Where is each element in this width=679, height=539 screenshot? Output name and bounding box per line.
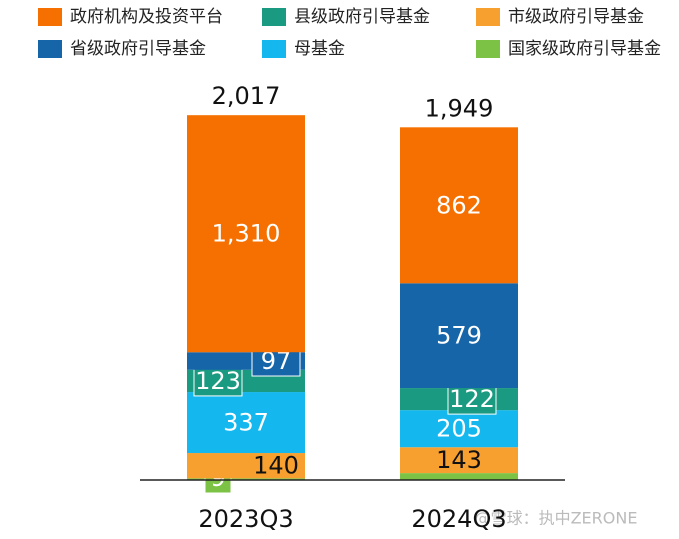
legend-label: 省级政府引导基金	[70, 39, 206, 59]
bar-segment	[187, 478, 305, 480]
legend-swatch	[262, 8, 286, 26]
total-label: 1,949	[425, 94, 494, 122]
value-label: 337	[223, 409, 269, 437]
value-label: 122	[449, 385, 495, 413]
bar-segment	[400, 473, 518, 480]
bar-segment	[187, 115, 305, 353]
value-label: 140	[253, 452, 299, 480]
bar-segment	[187, 392, 305, 454]
bar-segment	[187, 453, 305, 479]
total-label: 2,017	[212, 82, 281, 110]
value-label: 123	[195, 367, 241, 395]
legend-label: 国家级政府引导基金	[508, 39, 661, 59]
value-label: 579	[436, 322, 482, 350]
legend-swatch	[476, 40, 500, 58]
legend-swatch	[38, 40, 62, 58]
value-label: 1,310	[212, 220, 281, 248]
legend-label: 母基金	[294, 39, 345, 59]
x-tick-label: 2024Q3	[411, 505, 506, 533]
bar-segment	[400, 447, 518, 474]
bar-segment	[400, 127, 518, 284]
legend-swatch	[38, 8, 62, 26]
label-box	[447, 383, 497, 415]
x-tick-label: 2023Q3	[198, 505, 293, 533]
legend-swatch	[476, 8, 500, 26]
legend-label: 政府机构及投资平台	[70, 7, 223, 27]
bar-segment	[400, 410, 518, 448]
legend-label: 县级政府引导基金	[294, 7, 430, 27]
bar-segment	[400, 283, 518, 389]
watermark: @雪球：执中ZERONE	[475, 509, 638, 528]
legend-swatch	[262, 40, 286, 58]
value-label: 205	[436, 415, 482, 443]
legend-label: 市级政府引导基金	[508, 7, 644, 27]
value-label: 143	[436, 446, 482, 474]
value-label: 862	[436, 191, 482, 219]
label-box	[193, 365, 243, 397]
